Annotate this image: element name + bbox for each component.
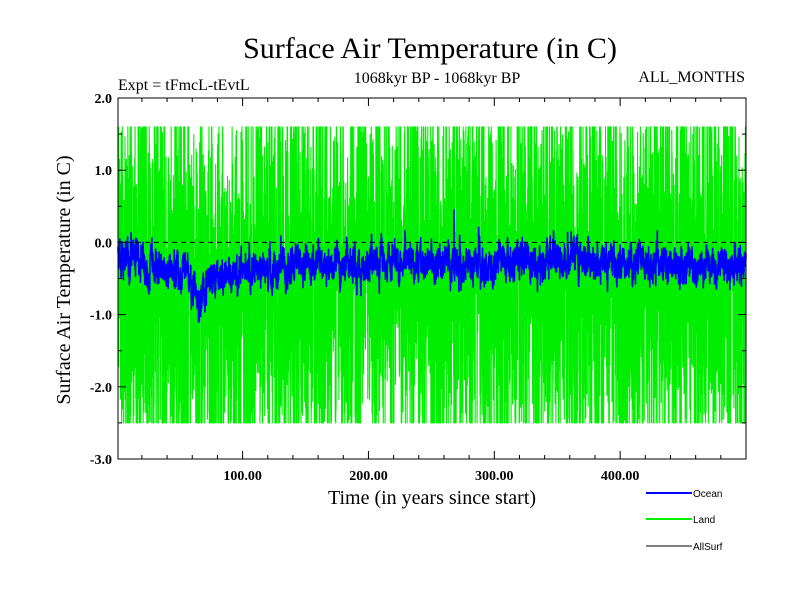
subtitle-center: 1068kyr BP - 1068kyr BP [354, 70, 521, 87]
x-tick-label: 200.00 [349, 469, 388, 484]
y-tick-label: -3.0 [90, 453, 112, 468]
subtitle-right: ALL_MONTHS [638, 69, 745, 86]
x-tick-label: 300.00 [475, 469, 514, 484]
legend-label-allsurf: AllSurf [693, 542, 723, 553]
subtitle-left: Expt = tFmcL-tEvtL [118, 77, 250, 94]
y-tick-label: -1.0 [90, 309, 112, 324]
y-axis-label: Surface Air Temperature (in C) [53, 155, 75, 404]
plot-area: 2.0 1.0 0.0 -1.0 -2.0 -3.0 100.00 200.00 300.00 4… [90, 92, 747, 484]
ocean-line [117, 209, 747, 323]
legend: Ocean Land AllSurf [646, 489, 723, 553]
chart-title: Surface Air Temperature (in C) [243, 32, 617, 65]
y-tick-label: 0.0 [95, 236, 113, 251]
legend-label-ocean: Ocean [693, 489, 722, 500]
legend-label-land: Land [693, 515, 715, 526]
series-ocean [117, 209, 747, 323]
x-tick-label: 400.00 [601, 469, 640, 484]
y-tick-label: 1.0 [95, 164, 113, 179]
x-tick-label: 100.00 [223, 469, 262, 484]
axis-ticks: 2.0 1.0 0.0 -1.0 -2.0 -3.0 100.00 200.00 300.00 4… [90, 92, 746, 484]
y-tick-label: -2.0 [90, 381, 112, 396]
y-tick-label: 2.0 [95, 92, 113, 107]
x-axis-label: Time (in years since start) [328, 487, 536, 509]
